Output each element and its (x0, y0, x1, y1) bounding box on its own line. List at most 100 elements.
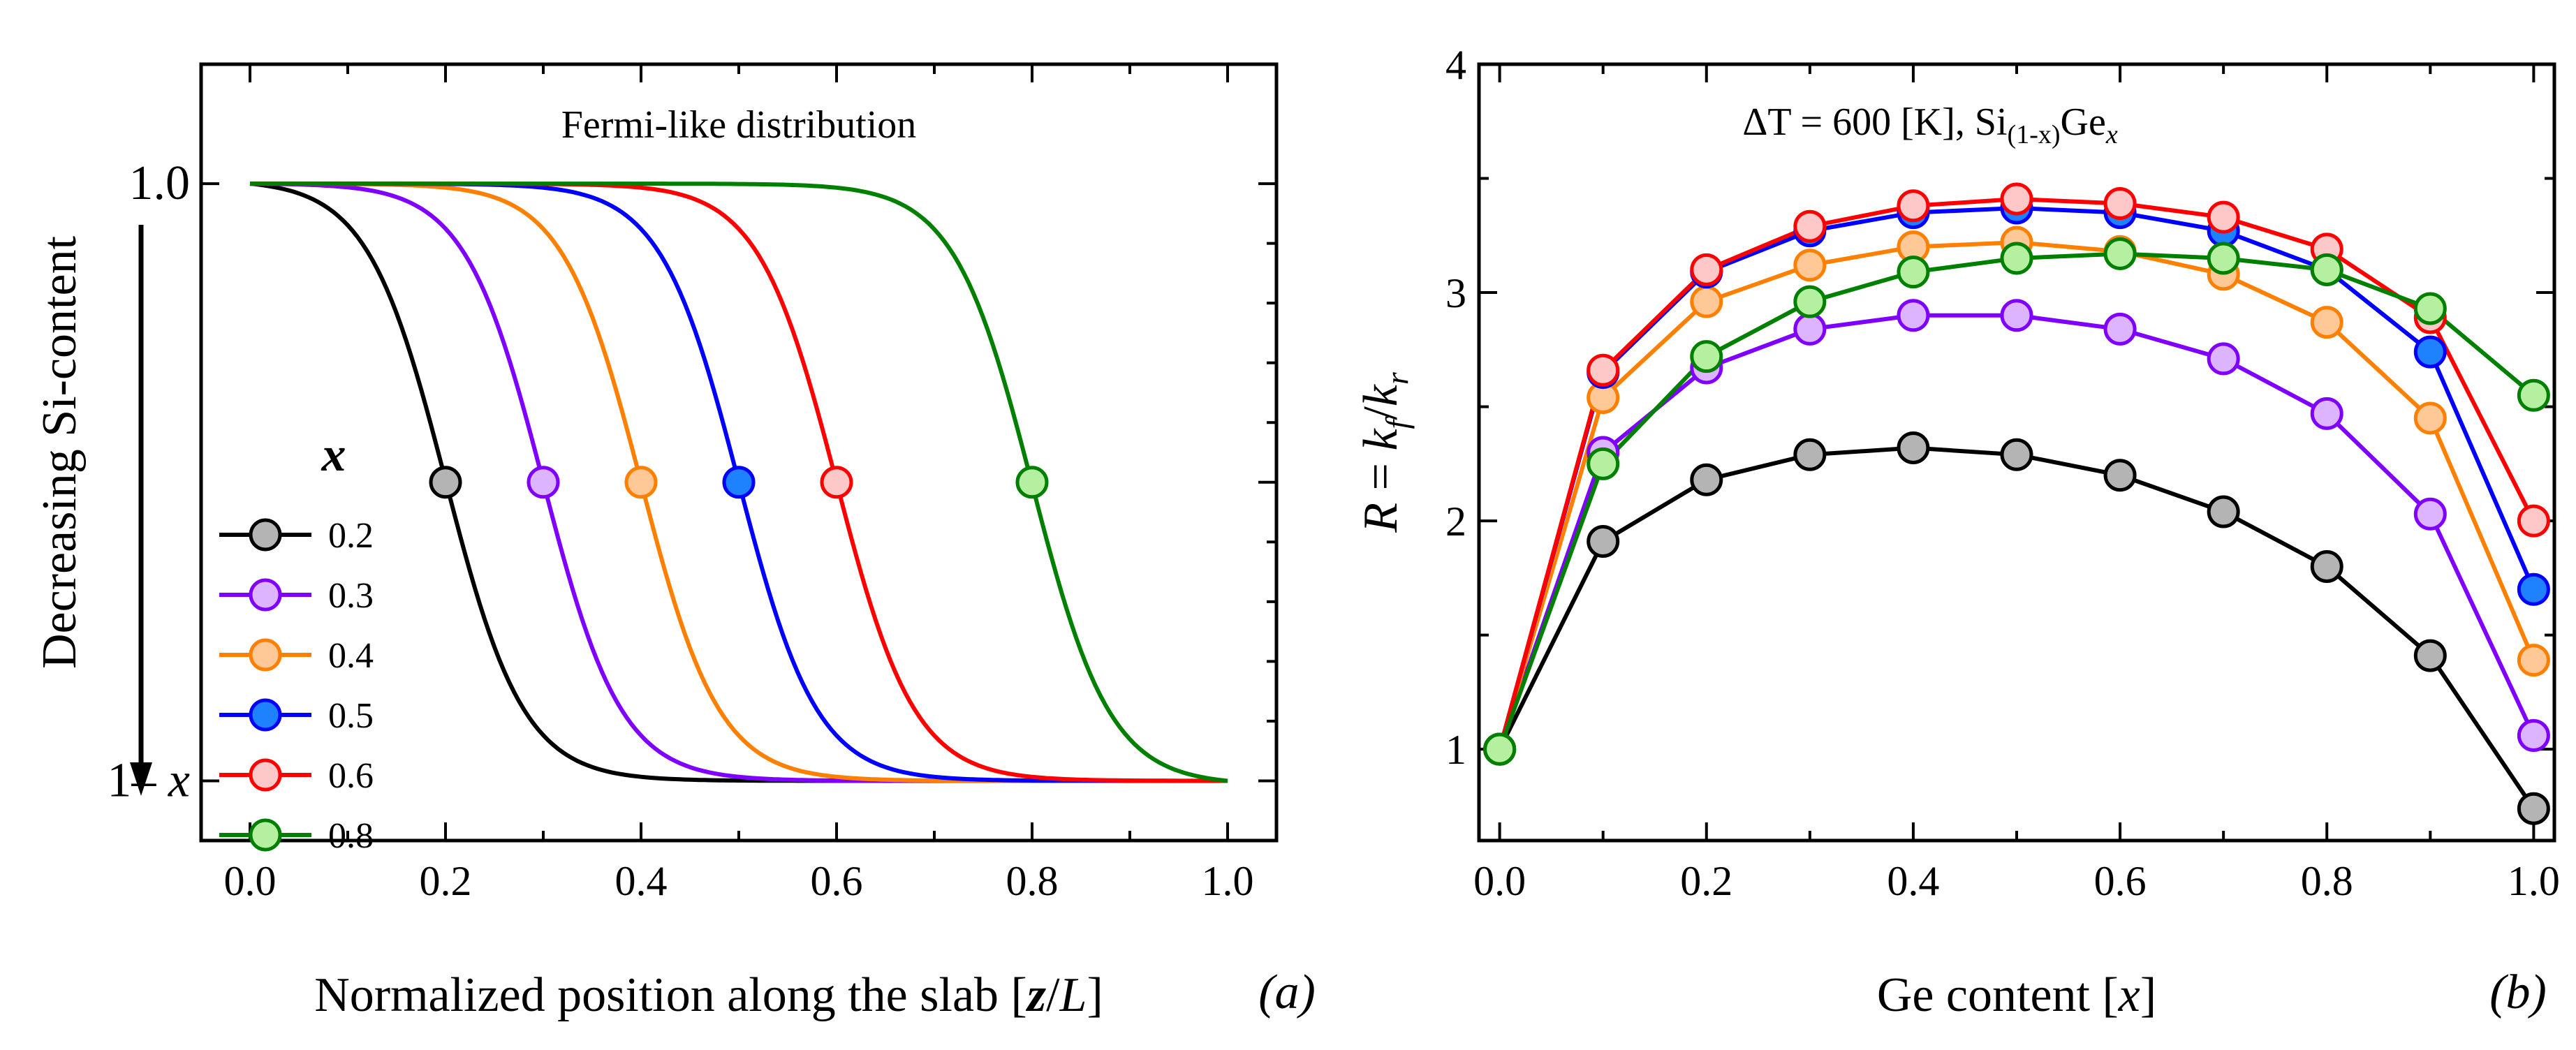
a-xtick-label: 0.4 (615, 858, 668, 904)
panel-a-ticks: 0.0 0.2 0.4 0.6 0.8 1.0 1.0 1– x (107, 64, 1276, 904)
b-ytick-label: 4 (1445, 42, 1466, 88)
a-xtick-label: 0.6 (811, 858, 863, 904)
b-xtick-label: 0.8 (2301, 858, 2353, 904)
b-line-0.2 (1497, 445, 2535, 810)
b-ytick-label: 2 (1445, 498, 1466, 545)
b-point-0.6 (2517, 504, 2550, 538)
b-point-0.4 (2310, 306, 2343, 339)
a-marker-0.8 (1015, 466, 1049, 499)
b-point-0.8 (1897, 256, 1930, 289)
b-point-0.2 (2413, 639, 2447, 672)
a-ytick-label-top: 1.0 (129, 156, 191, 210)
b-point-0.4 (1793, 249, 1827, 282)
a-legend-marker-0.3 (249, 578, 282, 612)
a-legend-title: x (321, 428, 346, 482)
b-point-0.6 (1587, 353, 1620, 387)
panel-b-lines (1497, 196, 2536, 810)
a-legend-label-0.5: 0.5 (328, 696, 374, 736)
b-point-0.2 (1690, 463, 1723, 496)
b-point-0.3 (2207, 342, 2240, 376)
b-point-0.2 (1587, 525, 1620, 559)
panel-a-legend: x 0.2 0.3 0.4 0.5 0.6 0.8 (219, 428, 374, 856)
a-ytick-label-bottom: 1– x (107, 753, 190, 807)
a-marker-0.2 (429, 466, 462, 499)
a-legend-marker-0.5 (249, 698, 282, 732)
a-legend-marker-0.2 (249, 518, 282, 552)
b-point-0.6 (2207, 200, 2240, 234)
b-point-0.2 (2000, 438, 2033, 471)
panel-b-label: (b) (2489, 966, 2547, 1019)
b-line-0.6 (1497, 196, 2536, 750)
b-point-0.8 (1793, 285, 1827, 318)
b-point-0.2 (2310, 550, 2343, 584)
b-point-0.2 (2103, 459, 2137, 492)
a-legend-label-0.6: 0.6 (328, 756, 374, 796)
a-legend-label-0.4: 0.4 (328, 636, 374, 676)
a-legend-marker-0.6 (249, 758, 282, 792)
b-xtick-label: 0.4 (1887, 858, 1939, 904)
b-point-0.2 (2207, 495, 2240, 528)
a-marker-0.3 (527, 466, 560, 499)
b-point-0.5 (2517, 572, 2550, 606)
decreasing-arrow-head (130, 762, 152, 796)
a-legend-marker-0.8 (249, 818, 282, 852)
a-marker-0.6 (820, 466, 853, 499)
panel-a-ylabel: Decreasing Si-content (33, 235, 87, 669)
b-point-0.4 (2517, 644, 2550, 677)
b-point-0.8 (1690, 340, 1723, 374)
b-point-0.8 (1483, 732, 1517, 766)
b-line-0.3 (1497, 313, 2536, 750)
b-point-0.2 (1793, 438, 1827, 471)
a-legend-label-0.2: 0.2 (328, 516, 374, 556)
b-point-0.8 (1587, 447, 1620, 480)
a-curve-0.8 (250, 182, 1228, 783)
b-point-0.6 (1690, 253, 1723, 286)
a-legend-label-0.8: 0.8 (328, 816, 374, 856)
b-point-0.6 (2000, 182, 2033, 216)
b-point-0.8 (2207, 242, 2240, 275)
b-point-0.4 (2413, 401, 2447, 435)
panel-a-xlabel: Normalized position along the slab [z/L] (314, 968, 1103, 1022)
b-ytick-label: 3 (1445, 270, 1466, 316)
b-point-0.6 (1793, 209, 1827, 243)
panel-b-markers (1483, 182, 2550, 825)
b-xtick-label: 1.0 (2508, 858, 2560, 904)
panel-a: 0.0 0.2 0.4 0.6 0.8 1.01.01– x x0.20.30.40.50… (33, 62, 1316, 1022)
panel-b-ylabel: R = kf/kr (1354, 371, 1415, 533)
b-point-0.3 (2000, 299, 2033, 332)
b-point-0.8 (2517, 378, 2550, 412)
a-xtick-label: 0.0 (224, 858, 277, 904)
b-point-0.2 (2517, 792, 2550, 825)
b-point-0.8 (2000, 242, 2033, 275)
b-ytick-label: 1 (1445, 727, 1466, 773)
a-legend-label-0.3: 0.3 (328, 576, 374, 616)
b-point-0.3 (2413, 497, 2447, 531)
panel-a-markers (429, 466, 1049, 499)
a-marker-0.4 (624, 466, 658, 499)
b-point-0.3 (1793, 312, 1827, 346)
a-xtick-label: 0.8 (1006, 858, 1059, 904)
b-point-0.3 (2517, 719, 2550, 753)
b-point-0.2 (1897, 431, 1930, 464)
b-point-0.8 (2310, 253, 2343, 286)
b-point-0.8 (2103, 237, 2137, 270)
panel-b-title: ΔT = 600 [K], Si(1-x)Gex (1742, 101, 2118, 149)
b-point-0.4 (1690, 285, 1723, 318)
b-point-0.5 (2413, 335, 2447, 369)
a-marker-0.5 (722, 466, 756, 499)
panel-a-ylabel-text: Decreasing Si-content (33, 235, 87, 669)
a-xtick-label: 0.2 (420, 858, 472, 904)
a-legend-marker-0.4 (249, 638, 282, 672)
b-point-0.3 (1897, 299, 1930, 332)
panel-a-label: (a) (1258, 966, 1316, 1019)
a-xtick-label: 1.0 (1202, 858, 1254, 904)
b-point-0.3 (2310, 397, 2343, 430)
b-xtick-label: 0.6 (2094, 858, 2147, 904)
b-point-0.6 (2103, 187, 2137, 221)
b-xtick-label: 0.2 (1680, 858, 1732, 904)
b-point-0.8 (2413, 292, 2447, 325)
panel-b: 0.0 0.2 0.4 0.6 0.8 1.0 1 2 3 4 ΔT = 600 [K], Si(… (1354, 42, 2560, 1022)
b-point-0.6 (1897, 189, 1930, 223)
b-point-0.3 (2103, 312, 2137, 346)
